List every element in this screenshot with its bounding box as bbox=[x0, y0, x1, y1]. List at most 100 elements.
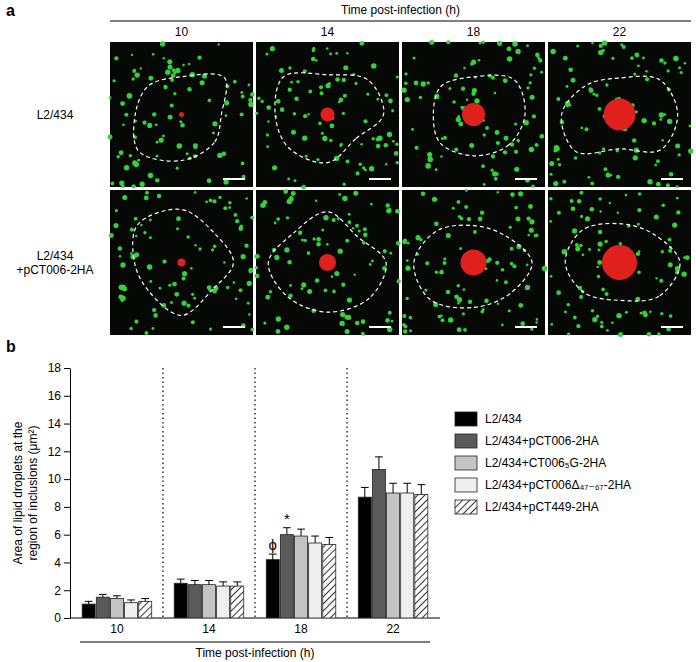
lipid-droplet bbox=[598, 107, 602, 111]
legend-label: L2/434+pCT006Δ₄₇₋₆₇-2HA bbox=[485, 478, 631, 492]
lipid-droplet bbox=[638, 192, 642, 196]
lipid-droplet bbox=[478, 217, 483, 222]
lipid-droplet bbox=[144, 195, 149, 200]
error-bar-cap bbox=[325, 537, 333, 538]
lipid-droplet bbox=[518, 303, 523, 308]
lipid-droplet bbox=[457, 200, 461, 204]
bar bbox=[125, 603, 138, 618]
error-bar bbox=[269, 554, 277, 560]
lipid-droplet bbox=[270, 46, 275, 51]
lipid-droplet bbox=[563, 56, 568, 61]
lipid-droplet bbox=[119, 255, 122, 258]
lipid-droplet bbox=[597, 241, 602, 246]
lipid-droplet bbox=[130, 228, 134, 232]
lipid-droplet bbox=[363, 233, 368, 238]
lipid-droplet bbox=[134, 252, 139, 257]
y-tick-label: 12 bbox=[48, 445, 62, 459]
lipid-droplet bbox=[355, 321, 360, 326]
lipid-droplet bbox=[580, 215, 583, 218]
lipid-droplet bbox=[315, 278, 320, 283]
lipid-droplet bbox=[573, 316, 577, 320]
lipid-droplet bbox=[339, 321, 344, 326]
lipid-droplet bbox=[405, 297, 409, 301]
inclusion bbox=[461, 250, 487, 276]
lipid-droplet bbox=[370, 203, 373, 206]
lipid-droplet bbox=[443, 136, 447, 140]
error-bar-cap bbox=[233, 581, 241, 582]
inclusion bbox=[179, 112, 184, 117]
lipid-droplet bbox=[549, 161, 554, 166]
lipid-droplet bbox=[409, 316, 413, 320]
bar bbox=[309, 543, 322, 618]
lipid-droplet bbox=[579, 295, 583, 299]
lipid-droplet bbox=[176, 227, 179, 230]
lipid-droplet bbox=[240, 112, 244, 116]
error-bar bbox=[325, 537, 333, 544]
lipid-droplet bbox=[303, 114, 307, 118]
lipid-droplet bbox=[248, 102, 253, 107]
lipid-droplet bbox=[391, 320, 394, 323]
error-bar-stem bbox=[329, 537, 330, 544]
lipid-droplet bbox=[497, 41, 502, 46]
scale-bar bbox=[661, 178, 683, 180]
lipid-droplet bbox=[331, 275, 334, 278]
lipid-droplet bbox=[293, 112, 297, 116]
lipid-droplet bbox=[632, 138, 637, 143]
lipid-droplet bbox=[666, 183, 670, 187]
lipid-droplet bbox=[287, 260, 291, 264]
lipid-droplet bbox=[122, 195, 127, 200]
lipid-droplet bbox=[557, 211, 561, 215]
lipid-droplet bbox=[313, 237, 316, 240]
bar bbox=[188, 585, 201, 618]
lipid-droplet bbox=[151, 327, 154, 330]
lipid-droplet bbox=[181, 301, 186, 306]
lipid-droplet bbox=[190, 267, 193, 270]
x-axis: 10141822 bbox=[70, 618, 440, 636]
lipid-droplet bbox=[634, 53, 639, 58]
error-bar-stem bbox=[208, 581, 209, 585]
error-bar-stem bbox=[378, 457, 379, 470]
lipid-droplet bbox=[385, 163, 388, 166]
error-bar-cap bbox=[361, 487, 369, 488]
lipid-droplet bbox=[284, 247, 289, 252]
lipid-droplet bbox=[602, 147, 605, 150]
lipid-droplet bbox=[223, 179, 228, 184]
lipid-droplet bbox=[228, 206, 231, 209]
lipid-droplet bbox=[661, 203, 665, 207]
lipid-droplet bbox=[654, 214, 659, 219]
lipid-droplet bbox=[676, 210, 680, 214]
lipid-droplet bbox=[233, 80, 237, 84]
lipid-droplet bbox=[186, 304, 190, 308]
lipid-droplet bbox=[434, 222, 439, 227]
lipid-droplet bbox=[137, 159, 140, 162]
lipid-droplet bbox=[248, 84, 251, 87]
lipid-droplet bbox=[411, 128, 414, 131]
lipid-droplet bbox=[148, 173, 154, 179]
y-tick-label: 4 bbox=[54, 556, 61, 570]
bar bbox=[266, 560, 279, 618]
error-bar bbox=[191, 581, 199, 585]
lipid-droplet bbox=[187, 87, 191, 91]
lipid-droplet bbox=[673, 56, 679, 62]
lipid-droplet bbox=[616, 175, 620, 179]
lipid-droplet bbox=[556, 290, 561, 295]
lipid-droplet bbox=[286, 216, 289, 219]
lipid-droplet bbox=[143, 231, 146, 234]
lipid-droplet bbox=[182, 271, 187, 276]
lipid-droplet bbox=[132, 184, 136, 188]
lipid-droplet bbox=[472, 88, 477, 93]
error-bar bbox=[375, 457, 383, 470]
lipid-droplet bbox=[659, 118, 662, 121]
lipid-droplet bbox=[254, 254, 259, 259]
lipid-droplet bbox=[302, 136, 307, 141]
inclusion bbox=[319, 254, 336, 271]
lipid-droplet bbox=[173, 282, 177, 286]
lipid-droplet bbox=[605, 292, 609, 296]
lipid-droplet bbox=[307, 251, 311, 255]
inclusion bbox=[604, 99, 636, 131]
lipid-droplet bbox=[114, 56, 118, 60]
y-tick: 2 bbox=[54, 584, 70, 598]
lipid-droplet bbox=[149, 236, 152, 239]
lipid-droplet bbox=[332, 218, 336, 222]
y-tick-label: 14 bbox=[48, 417, 62, 431]
